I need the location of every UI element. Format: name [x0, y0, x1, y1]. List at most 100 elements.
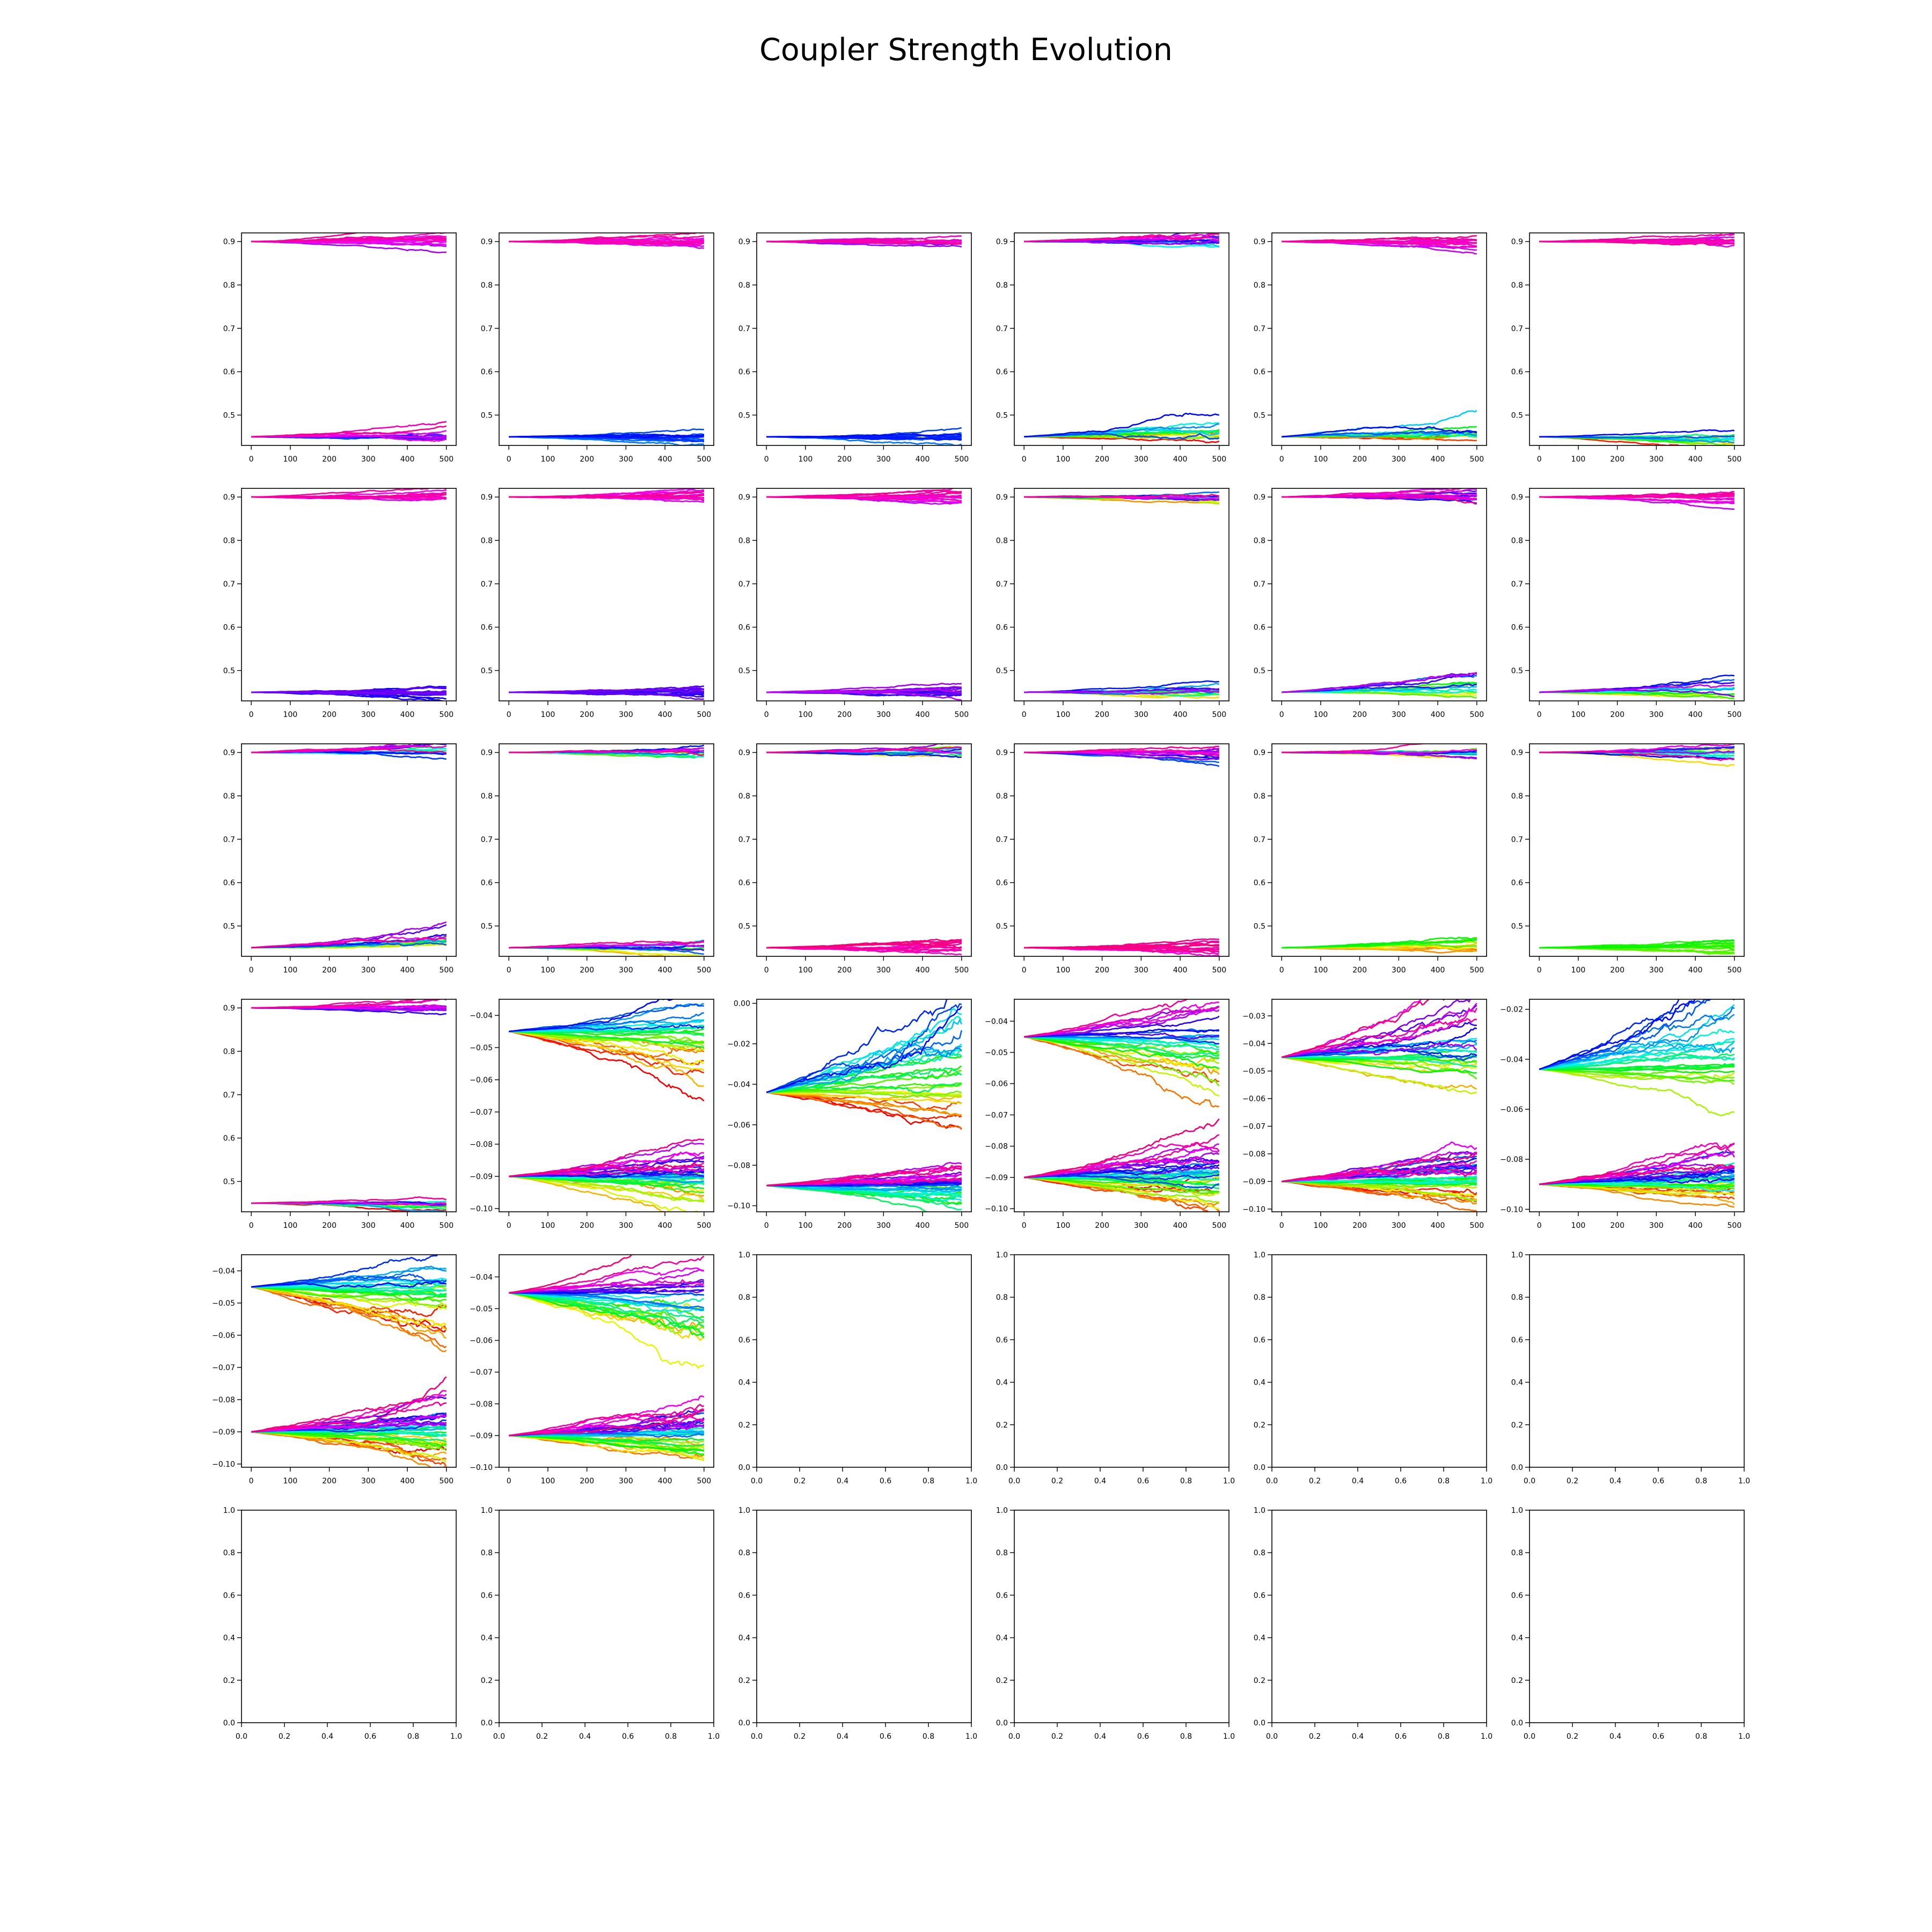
series-line: [1539, 1069, 1735, 1085]
y-tick-label: 0.4: [738, 1634, 750, 1643]
x-tick-label: 500: [697, 1221, 711, 1230]
x-tick-label: 400: [658, 455, 672, 464]
y-tick-label: 0.9: [223, 493, 235, 502]
series-line: [1539, 492, 1735, 498]
x-tick-label: 0: [249, 1221, 254, 1230]
y-tick-label: 0.6: [738, 368, 750, 377]
x-tick-label: 300: [1134, 966, 1148, 975]
series-line: [251, 935, 447, 949]
x-tick-label: 400: [1688, 966, 1703, 975]
subplot-6: 0 100 200 300 400 500 0.5 0.6 0.7 0.8 0.9: [1511, 232, 1745, 464]
series-line: [508, 1292, 705, 1369]
series-line: [1024, 1176, 1219, 1203]
series-line: [509, 1162, 704, 1177]
y-tick-label: 0.9: [481, 493, 493, 502]
x-tick-label: 400: [400, 1221, 415, 1230]
x-tick-label: 500: [1212, 1221, 1226, 1230]
subplot-2: 0 100 200 300 400 500 0.5 0.6 0.7 0.8 0.9: [481, 232, 714, 464]
x-tick-label: 0.8: [1695, 1732, 1707, 1741]
y-tick-label: 0.8: [481, 537, 493, 545]
series-line: [1282, 1048, 1477, 1058]
series-line: [509, 940, 705, 949]
series-line: [251, 421, 447, 438]
y-tick-label: −0.05: [470, 1044, 493, 1052]
y-tick-label: −0.05: [212, 1299, 235, 1308]
y-tick-label: 1.0: [223, 1506, 235, 1515]
y-tick-label: 0.8: [223, 281, 235, 290]
x-tick-label: 200: [322, 1221, 336, 1230]
y-tick-label: 1.0: [1254, 1251, 1265, 1260]
y-tick-label: −0.10: [212, 1460, 235, 1469]
series-group: [509, 233, 705, 445]
x-tick-label: 100: [799, 711, 813, 719]
y-tick-label: 0.8: [738, 1293, 750, 1302]
series-line: [1024, 233, 1220, 243]
y-tick-label: 0.5: [996, 667, 1008, 675]
series-group: [766, 999, 963, 1212]
x-tick-label: 300: [1649, 455, 1664, 464]
y-tick-label: 0.0: [1254, 1463, 1265, 1472]
series-line: [509, 1435, 704, 1452]
series-line: [1539, 1069, 1735, 1082]
axes-frame: [1529, 999, 1745, 1212]
x-tick-label: 500: [439, 966, 453, 975]
y-tick-label: 0.0: [1254, 1719, 1265, 1728]
x-tick-label: 0.8: [1180, 1732, 1192, 1741]
x-tick-label: 200: [1352, 455, 1367, 464]
y-tick-label: 0.7: [1254, 325, 1265, 333]
x-tick-label: 100: [1571, 966, 1586, 975]
x-tick-label: 100: [283, 966, 298, 975]
y-tick-label: −0.08: [727, 1161, 750, 1170]
y-tick-label: 0.5: [738, 411, 750, 420]
y-tick-label: 0.5: [996, 411, 1008, 420]
y-tick-label: 0.5: [481, 667, 493, 675]
x-tick-label: 0: [1022, 711, 1027, 719]
x-tick-label: 500: [954, 966, 969, 975]
x-tick-label: 0: [764, 1221, 769, 1230]
series-line: [1282, 1151, 1477, 1182]
y-tick-label: 0.6: [1254, 1336, 1265, 1344]
y-tick-label: 0.7: [481, 325, 493, 333]
y-tick-label: −0.03: [1242, 1012, 1265, 1021]
y-tick-label: 0.8: [1254, 1293, 1265, 1302]
y-tick-label: 0.8: [996, 792, 1008, 801]
series-line: [509, 1292, 705, 1307]
x-tick-label: 400: [1173, 966, 1188, 975]
y-tick-label: 0.9: [738, 749, 750, 757]
x-tick-label: 1.0: [965, 1732, 977, 1741]
axes-frame: [499, 488, 714, 701]
series-line: [1282, 683, 1477, 693]
y-tick-label: 0.9: [996, 749, 1008, 757]
y-tick-label: −0.06: [1242, 1095, 1265, 1103]
series-line: [509, 494, 705, 499]
x-tick-label: 100: [283, 455, 298, 464]
series-line: [766, 489, 962, 498]
x-tick-label: 1.0: [450, 1732, 462, 1741]
series-line: [1282, 744, 1425, 753]
y-tick-label: −0.05: [1242, 1067, 1265, 1076]
x-tick-label: 200: [1610, 455, 1624, 464]
x-tick-label: 300: [361, 966, 376, 975]
x-tick-label: 0: [1537, 966, 1542, 975]
y-tick-label: 0.6: [738, 1591, 750, 1600]
x-tick-label: 400: [400, 711, 415, 719]
y-tick-label: −0.04: [1242, 1040, 1265, 1048]
series-line: [1539, 1040, 1735, 1070]
x-tick-label: 400: [916, 455, 930, 464]
x-tick-label: 200: [322, 1477, 336, 1485]
y-tick-label: 0.2: [996, 1421, 1008, 1430]
x-tick-label: 500: [954, 455, 969, 464]
y-tick-label: 0.2: [996, 1677, 1008, 1685]
x-tick-label: 500: [697, 711, 711, 719]
y-tick-label: 0.7: [1254, 836, 1265, 844]
y-tick-label: −0.08: [212, 1396, 235, 1404]
series-line: [1024, 1118, 1220, 1179]
y-tick-label: −0.10: [470, 1205, 493, 1213]
x-tick-label: 300: [1392, 711, 1406, 719]
x-tick-label: 200: [837, 455, 852, 464]
series-line: [1282, 1181, 1477, 1188]
x-tick-label: 0.0: [1008, 1732, 1020, 1741]
x-tick-label: 100: [1056, 711, 1071, 719]
axes-frame: [1014, 743, 1230, 957]
